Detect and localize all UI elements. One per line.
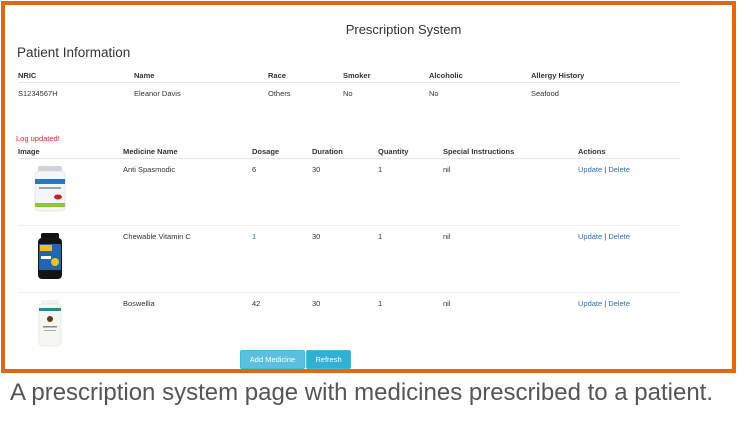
medicine-name: Chewable Vitamin C: [123, 225, 252, 293]
medicine-image: [38, 300, 62, 347]
patient-name: Eleanor Davis: [134, 89, 181, 98]
status-message: Log updated!: [16, 134, 60, 143]
header-actions: Actions: [578, 144, 680, 159]
patient-race: Others: [268, 89, 291, 98]
medicine-image: [38, 233, 62, 279]
medicine-quantity: 1: [378, 158, 443, 226]
medicine-image: [34, 166, 66, 212]
actions-cell: Update | Delete: [578, 158, 680, 226]
medicine-instructions: nil: [443, 158, 578, 226]
patient-table: NRIC Name Race Smoker Alcoholic Allergy …: [18, 68, 680, 109]
table-row: Anti Spasmodic 6 30 1 nil Update | Delet…: [18, 158, 680, 226]
add-medicine-button[interactable]: Add Medicine: [240, 350, 305, 369]
delete-link[interactable]: Delete: [608, 165, 631, 174]
patient-alcoholic: No: [429, 89, 439, 98]
header-alcoholic: Alcoholic: [429, 68, 531, 83]
header-medicine-name: Medicine Name: [123, 144, 252, 159]
separator: |: [604, 299, 607, 308]
header-smoker: Smoker: [343, 68, 429, 83]
caption: A prescription system page with medicine…: [10, 379, 714, 406]
update-link[interactable]: Update: [578, 299, 603, 308]
medicine-quantity: 1: [378, 225, 443, 293]
medicine-instructions: nil: [443, 299, 451, 308]
medicine-table: Image Medicine Name Dosage Duration Quan…: [18, 144, 680, 359]
medicine-quantity: 1: [378, 299, 383, 308]
table-row: Boswellia 42 30 1 nil Update | Delete: [18, 293, 680, 360]
patient-row: S1234567H Eleanor Davis Others No No Sea…: [18, 83, 680, 110]
header-race: Race: [268, 68, 343, 83]
header-duration: Duration: [312, 144, 378, 159]
update-link[interactable]: Update: [578, 232, 603, 241]
header-quantity: Quantity: [378, 144, 443, 159]
header-name: Name: [134, 68, 268, 83]
table-row: Chewable Vitamin C 1 30 1 nil Update | D…: [18, 225, 680, 293]
patient-info-heading: Patient Information: [17, 45, 131, 60]
header-allergy: Allergy History: [531, 68, 680, 83]
refresh-button[interactable]: Refresh: [306, 350, 351, 369]
patient-allergy: Seafood: [531, 89, 559, 98]
patient-smoker: No: [343, 89, 353, 98]
medicine-duration: 30: [312, 299, 321, 308]
separator: |: [604, 165, 607, 174]
actions-cell: Update | Delete: [578, 225, 680, 293]
medicine-instructions: nil: [443, 225, 578, 293]
medicine-dosage: 1: [252, 225, 312, 293]
medicine-duration: 30: [312, 158, 378, 226]
page-title: Prescription System: [345, 22, 462, 37]
header-image: Image: [18, 144, 123, 159]
delete-link[interactable]: Delete: [608, 232, 631, 241]
medicine-duration: 30: [312, 225, 378, 293]
header-dosage: Dosage: [252, 144, 312, 159]
delete-link[interactable]: Delete: [608, 299, 631, 308]
medicine-name: Anti Spasmodic: [123, 158, 252, 226]
header-nric: NRIC: [18, 68, 134, 83]
medicine-dosage: 42: [252, 299, 261, 308]
patient-nric: S1234567H: [18, 89, 58, 98]
medicine-name: Boswellia: [123, 299, 155, 308]
separator: |: [604, 232, 607, 241]
screenshot-frame: Prescription System Patient Information …: [1, 1, 736, 373]
update-link[interactable]: Update: [578, 165, 603, 174]
header-instructions: Special Instructions: [443, 144, 578, 159]
actions-cell: Update | Delete: [578, 293, 680, 360]
medicine-dosage: 6: [252, 158, 312, 226]
